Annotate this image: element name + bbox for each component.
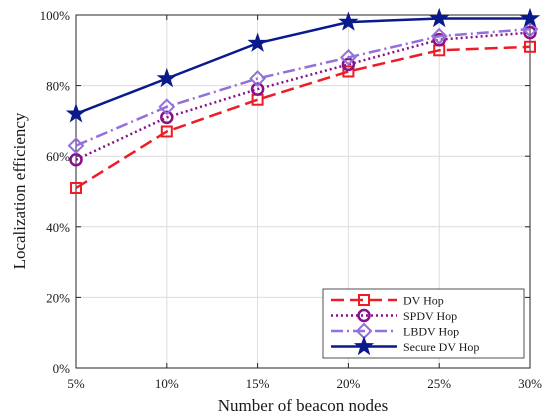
legend-entry-label: SPDV Hop [403, 309, 457, 323]
series-secure-dv-hop [65, 7, 541, 123]
y-tick-label: 100% [40, 8, 71, 23]
data-point [341, 57, 356, 72]
y-tick-label: 40% [46, 220, 70, 235]
data-point [158, 98, 176, 116]
y-axis-label: Localization efficiency [10, 112, 29, 269]
y-tick-label: 80% [46, 79, 70, 94]
y-tick-label: 60% [46, 149, 70, 164]
legend-marker [357, 308, 371, 323]
data-point [338, 11, 359, 31]
data-point [524, 40, 536, 53]
data-point [523, 25, 537, 40]
data-point [429, 7, 450, 28]
legend-marker [353, 335, 375, 356]
series-lbdv-hop [67, 20, 539, 155]
data-point [160, 110, 174, 125]
series-spdv-hop [69, 25, 537, 167]
y-tick-label: 20% [46, 290, 70, 305]
plot-frame [75, 14, 531, 369]
y-tick-label: 0% [53, 361, 71, 376]
x-axis-label: Number of beacon nodes [218, 396, 388, 415]
x-tick-label: 10% [155, 376, 179, 391]
data-point [69, 152, 83, 167]
series-line [75, 17, 530, 115]
x-tick-label: 20% [336, 376, 360, 391]
series-layer [65, 7, 541, 194]
data-point [70, 181, 82, 194]
data-point [250, 82, 265, 96]
legend-marker [358, 294, 370, 306]
series-line [75, 45, 531, 190]
data-point [160, 125, 173, 138]
data-point [247, 32, 268, 52]
series-dv-hop [70, 40, 536, 194]
x-tick-label: 15% [246, 376, 270, 391]
legend-entry-label: Secure DV Hop [403, 340, 479, 354]
data-point [65, 103, 87, 123]
data-point [519, 7, 541, 28]
data-point [430, 27, 448, 45]
x-tick-label: 30% [518, 376, 542, 391]
data-point [67, 137, 85, 155]
data-point [432, 32, 446, 47]
data-point [249, 70, 267, 87]
data-point [339, 48, 357, 66]
data-point [521, 20, 539, 38]
x-tick-label: 5% [67, 376, 85, 391]
y-axis-ticks: 0% 20% 40% 60% 80% 100% [40, 8, 530, 376]
x-tick-label: 25% [427, 376, 451, 391]
data-point [156, 67, 177, 88]
x-axis-ticks: 5% 10% 15% 20% 25% 30% [67, 15, 542, 391]
legend-entry-label: LBDV Hop [403, 325, 459, 339]
legend-entry-label: DV Hop [403, 294, 444, 308]
series-line [75, 27, 531, 147]
data-point [342, 65, 355, 78]
